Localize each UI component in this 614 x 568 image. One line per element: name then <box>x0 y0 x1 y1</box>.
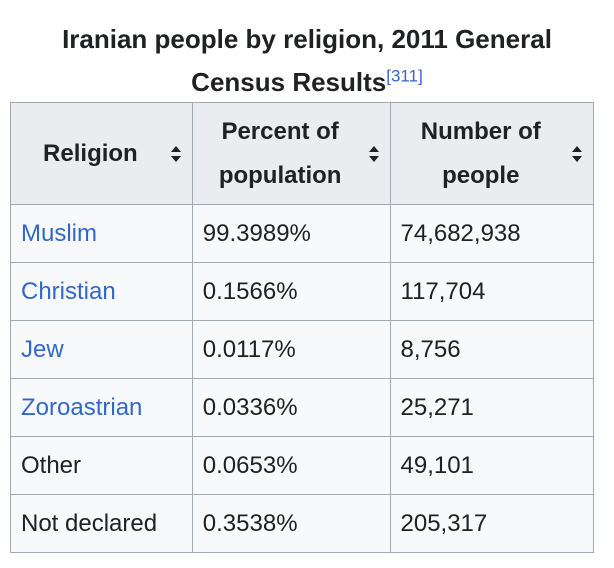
sort-icon[interactable] <box>571 145 583 163</box>
percent-cell: 0.1566% <box>191 262 391 321</box>
caption-title-line2: Census Results <box>191 67 387 97</box>
religion-link-zoroastrian[interactable]: Zoroastrian <box>21 393 143 421</box>
number-cell: 205,317 <box>389 494 594 553</box>
religion-cell: Jew <box>10 320 193 379</box>
header-religion-label: Religion <box>43 139 138 167</box>
percent-cell: 0.0117% <box>191 320 391 379</box>
religion-cell: Zoroastrian <box>10 378 193 437</box>
religion-link-jew[interactable]: Jew <box>21 335 64 363</box>
header-percent-label: Percent of population <box>218 117 342 189</box>
table-row: Not declared 0.3538% 205,317 <box>10 494 594 553</box>
caption-title-line1: Iranian people by religion, 2011 General <box>62 24 552 54</box>
table-row: Muslim 99.3989% 74,682,938 <box>10 204 594 263</box>
header-number-label: Number of people <box>420 117 541 189</box>
table-row: Other 0.0653% 49,101 <box>10 436 594 495</box>
number-cell: 117,704 <box>389 262 594 321</box>
religion-cell: Other <box>10 436 193 495</box>
sort-icon[interactable] <box>170 145 182 163</box>
table-row: Jew 0.0117% 8,756 <box>10 320 594 379</box>
religion-cell: Not declared <box>10 494 193 553</box>
percent-cell: 0.3538% <box>191 494 391 553</box>
table-caption: Iranian people by religion, 2011 General… <box>0 18 614 104</box>
percent-cell: 0.0653% <box>191 436 391 495</box>
reference-link[interactable]: [311] <box>386 66 423 85</box>
number-cell: 8,756 <box>389 320 594 379</box>
table-header-row: Religion Percent of population Number of p… <box>10 102 594 205</box>
religion-table: Religion Percent of population Number of p… <box>10 102 594 553</box>
reference-link-text[interactable]: [311] <box>386 66 423 86</box>
table-row: Christian 0.1566% 117,704 <box>10 262 594 321</box>
religion-cell: Muslim <box>10 204 193 263</box>
percent-cell: 0.0336% <box>191 378 391 437</box>
religion-link-christian[interactable]: Christian <box>21 277 116 305</box>
table-row: Zoroastrian 0.0336% 25,271 <box>10 378 594 437</box>
religion-label-not-declared: Not declared <box>21 509 158 537</box>
religion-label-other: Other <box>21 451 82 479</box>
header-religion[interactable]: Religion <box>10 102 193 205</box>
percent-cell: 99.3989% <box>191 204 391 263</box>
number-cell: 49,101 <box>389 436 594 495</box>
sort-icon[interactable] <box>368 145 380 163</box>
religion-cell: Christian <box>10 262 193 321</box>
religion-link-muslim[interactable]: Muslim <box>21 219 97 247</box>
number-cell: 25,271 <box>389 378 594 437</box>
header-number[interactable]: Number of people <box>389 102 594 205</box>
header-percent[interactable]: Percent of population <box>191 102 391 205</box>
number-cell: 74,682,938 <box>389 204 594 263</box>
